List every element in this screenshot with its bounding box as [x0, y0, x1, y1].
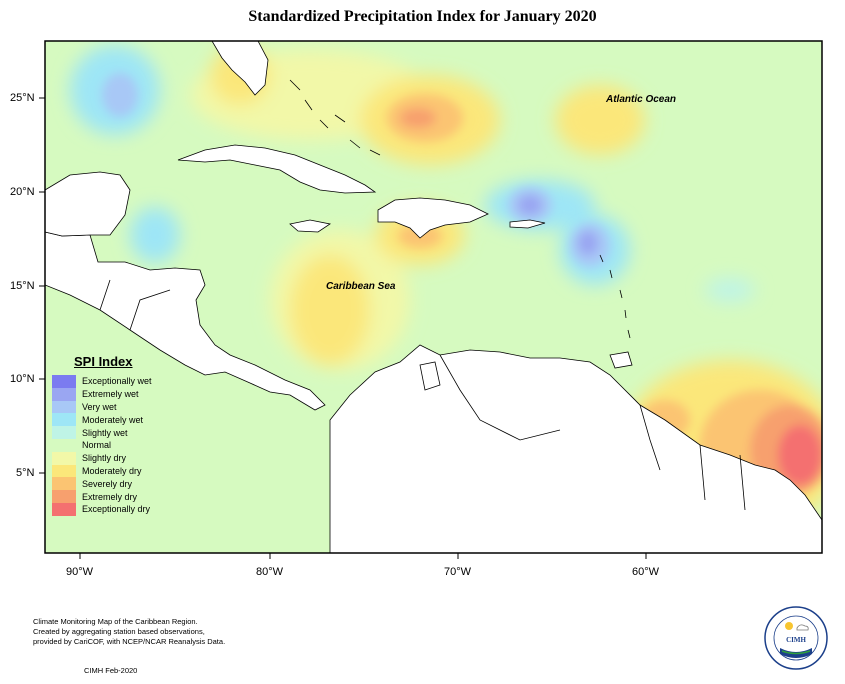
exceptional-dry-guianas: [778, 425, 822, 485]
florida-landmass: [211, 41, 269, 96]
legend-swatch: [52, 477, 76, 491]
trinidad-landmass: [609, 351, 633, 369]
legend-label: Very wet: [82, 401, 117, 412]
spi-legend: SPI Index Exceptionally wet Extremely wet…: [52, 354, 172, 516]
y-axis-label-25n: 25°N: [10, 92, 35, 104]
yucatan-landmass: [45, 171, 131, 237]
dry-zone-atlantic-east: [555, 85, 645, 155]
legend-item: Slightly dry: [52, 451, 172, 465]
y-axis-label-15n: 15°N: [10, 280, 35, 292]
legend-item: Exceptionally wet: [52, 375, 172, 388]
extreme-wet-leewards: [578, 231, 598, 255]
legend-label: Extremely wet: [82, 389, 139, 400]
map-frame: [44, 40, 823, 554]
legend-item: Moderately dry: [52, 464, 172, 478]
legend-label: Slightly wet: [82, 427, 128, 438]
footer-line-2: Created by aggregating station based obs…: [33, 627, 205, 636]
legend-label: Extremely dry: [82, 491, 138, 502]
legend-item: Very wet: [52, 400, 172, 414]
wet-zone-atlantic-east: [705, 278, 755, 302]
legend-item: Extremely dry: [52, 490, 172, 503]
jamaica-landmass: [289, 219, 332, 233]
legend-item: Exceptionally dry: [52, 502, 172, 516]
extreme-dry-atlantic: [400, 108, 436, 128]
legend-item: Moderately wet: [52, 413, 172, 427]
legend-swatch: [52, 387, 76, 401]
country-borders: [99, 279, 746, 511]
footer-date: CIMH Feb-2020: [84, 666, 138, 675]
bahamas-islands: [289, 79, 381, 156]
hispaniola-landmass: [377, 197, 489, 239]
y-axis-label-10n: 10°N: [10, 373, 35, 385]
legend-swatch: [52, 490, 76, 503]
venezuela-peninsula: [419, 361, 441, 391]
legend-title: SPI Index: [74, 354, 133, 369]
footer-line-3: provided by CariCOF, with NCEP/NCAR Rean…: [33, 637, 226, 646]
legend-swatch: [52, 464, 76, 478]
puerto-rico-landmass: [509, 219, 546, 229]
legend-items: Exceptionally wet Extremely wet Very wet Mo…: [52, 375, 172, 516]
cuba-landmass: [177, 144, 377, 194]
x-axis-label-60w: 60°W: [632, 566, 660, 578]
legend-label: Exceptionally dry: [82, 504, 151, 515]
very-wet-gulf: [102, 73, 138, 117]
legend-swatch: [52, 438, 76, 452]
caribbean-sea-label: Caribbean Sea: [326, 281, 396, 292]
footer-line-1: Climate Monitoring Map of the Caribbean …: [33, 617, 198, 626]
legend-item: Normal: [52, 438, 172, 452]
atlantic-ocean-label: Atlantic Ocean: [606, 94, 677, 105]
y-axis-label-20n: 20°N: [10, 186, 35, 198]
south-america-landmass: [329, 344, 822, 553]
legend-swatch: [52, 400, 76, 414]
dry-zone-caribbean-center: [290, 255, 370, 365]
logo-text: CIMH: [786, 636, 806, 644]
legend-swatch: [52, 451, 76, 465]
legend-item: Severely dry: [52, 477, 172, 491]
legend-item: Slightly wet: [52, 426, 172, 439]
x-axis-label-80w: 80°W: [256, 566, 284, 578]
legend-swatch: [52, 413, 76, 427]
legend-label: Severely dry: [82, 478, 133, 489]
legend-label: Slightly dry: [82, 453, 127, 464]
legend-label: Normal: [82, 440, 112, 451]
y-axis-label-5n: 5°N: [16, 467, 35, 479]
central-america-landmass: [45, 231, 326, 411]
x-axis-label-90w: 90°W: [66, 566, 94, 578]
x-axis-label-70w: 70°W: [444, 566, 472, 578]
legend-swatch: [52, 375, 76, 388]
cimh-logo-icon: CIMH: [764, 606, 828, 670]
footer-credits: Climate Monitoring Map of the Caribbean …: [33, 617, 225, 647]
legend-label: Exceptionally wet: [82, 376, 152, 387]
legend-swatch: [52, 502, 76, 516]
legend-label: Moderately dry: [82, 465, 142, 476]
extreme-wet-puerto-rico: [518, 195, 542, 215]
map-title: Standardized Precipitation Index for Jan…: [248, 8, 597, 25]
legend-label: Moderately wet: [82, 414, 144, 425]
lesser-antilles: [599, 254, 631, 339]
legend-swatch: [52, 426, 76, 439]
legend-item: Extremely wet: [52, 387, 172, 401]
wet-zone-honduras: [130, 207, 180, 263]
